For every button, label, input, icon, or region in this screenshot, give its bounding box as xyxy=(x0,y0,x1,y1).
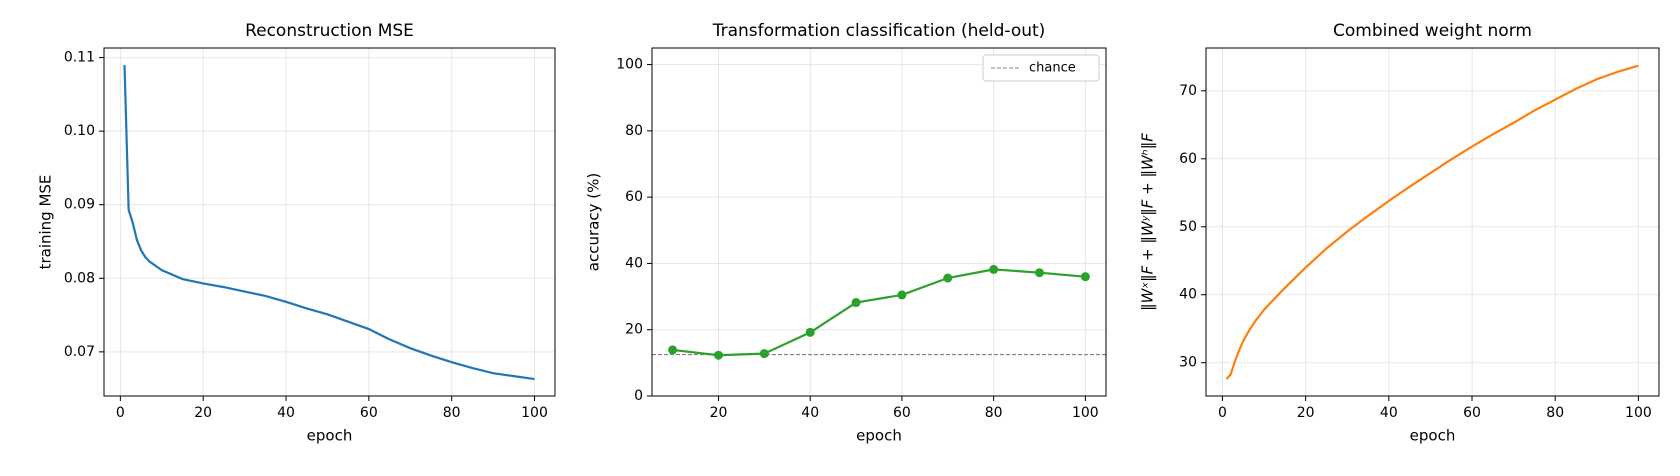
y-tick-label: 0.08 xyxy=(64,270,95,286)
series-line xyxy=(123,64,535,381)
point xyxy=(759,349,769,359)
y-tick-label: 0.10 xyxy=(64,123,95,139)
legend-box xyxy=(982,54,1100,82)
x-tick-label: 80 xyxy=(443,405,461,421)
x-tick-label: 100 xyxy=(521,405,548,421)
x-tick-label: 100 xyxy=(1072,405,1099,421)
x-tick-label: 80 xyxy=(985,405,1003,421)
x-axis-label: epoch xyxy=(856,427,902,445)
subplot: 30 40 50 60 70 0 20 40 60 80 100 Combined weight no… xyxy=(1139,21,1660,445)
y-tick-label: 20 xyxy=(625,322,643,338)
x-axis-label: epoch xyxy=(1410,427,1456,445)
y-tick-label: 70 xyxy=(1179,83,1197,99)
point xyxy=(1080,272,1090,282)
series-line xyxy=(672,268,1086,357)
y-tick-label: 60 xyxy=(1179,151,1197,167)
y-tick-label: 40 xyxy=(625,255,643,271)
x-tick-label: 40 xyxy=(277,405,295,421)
chart-title: Reconstruction MSE xyxy=(245,21,414,41)
y-tick-label: 30 xyxy=(1179,355,1197,371)
y-tick-label: 0.11 xyxy=(64,50,95,66)
y-tick-label: 40 xyxy=(1179,287,1197,303)
point xyxy=(989,264,999,274)
x-tick-label: 0 xyxy=(1218,405,1227,421)
x-axis-label: epoch xyxy=(307,427,353,445)
x-tick-label: 40 xyxy=(801,405,819,421)
x-tick-label: 20 xyxy=(710,405,728,421)
x-tick-label: 80 xyxy=(1546,405,1564,421)
chart-title: Transformation classification (held-out) xyxy=(712,21,1046,41)
y-tick-label: 60 xyxy=(625,189,643,205)
y-axis-label: training MSE xyxy=(37,175,55,270)
y-tick-label: 100 xyxy=(616,57,643,73)
y-axis-label: accuracy (%) xyxy=(585,173,603,271)
point xyxy=(1035,268,1045,278)
y-tick-label: 0.09 xyxy=(64,197,95,213)
point xyxy=(897,290,907,300)
subplot: 0 20 40 60 80 100 20 40 60 80 100 Transformation cl… xyxy=(585,21,1107,445)
x-tick-label: 60 xyxy=(1463,405,1481,421)
y-tick-label: 80 xyxy=(625,123,643,139)
point xyxy=(805,327,815,337)
y-tick-label: 0 xyxy=(634,388,643,404)
y-axis-label: ‖Wˣ‖F + ‖Wʸ‖F + ‖Wʰ‖F xyxy=(1139,133,1157,311)
y-tick-label: 50 xyxy=(1179,219,1197,235)
x-tick-label: 60 xyxy=(360,405,378,421)
x-tick-label: 0 xyxy=(116,405,125,421)
x-tick-label: 60 xyxy=(893,405,911,421)
x-tick-label: 40 xyxy=(1380,405,1398,421)
x-tick-label: 100 xyxy=(1625,405,1652,421)
point xyxy=(851,298,861,308)
legend-label: chance xyxy=(1029,61,1076,76)
point xyxy=(668,345,678,355)
chart-title: Combined weight norm xyxy=(1333,21,1532,41)
subplot: 0.07 0.08 0.09 0.10 0.11 0 20 40 60 80 100 Reconstr… xyxy=(37,21,556,445)
plot-frame xyxy=(651,47,1107,397)
x-tick-label: 20 xyxy=(1297,405,1315,421)
plot-frame xyxy=(1205,47,1660,397)
plot-frame xyxy=(103,47,556,397)
x-tick-label: 20 xyxy=(194,405,212,421)
y-tick-label: 0.07 xyxy=(64,344,95,360)
point xyxy=(943,273,953,283)
point xyxy=(713,350,723,360)
series-line xyxy=(1225,64,1639,380)
